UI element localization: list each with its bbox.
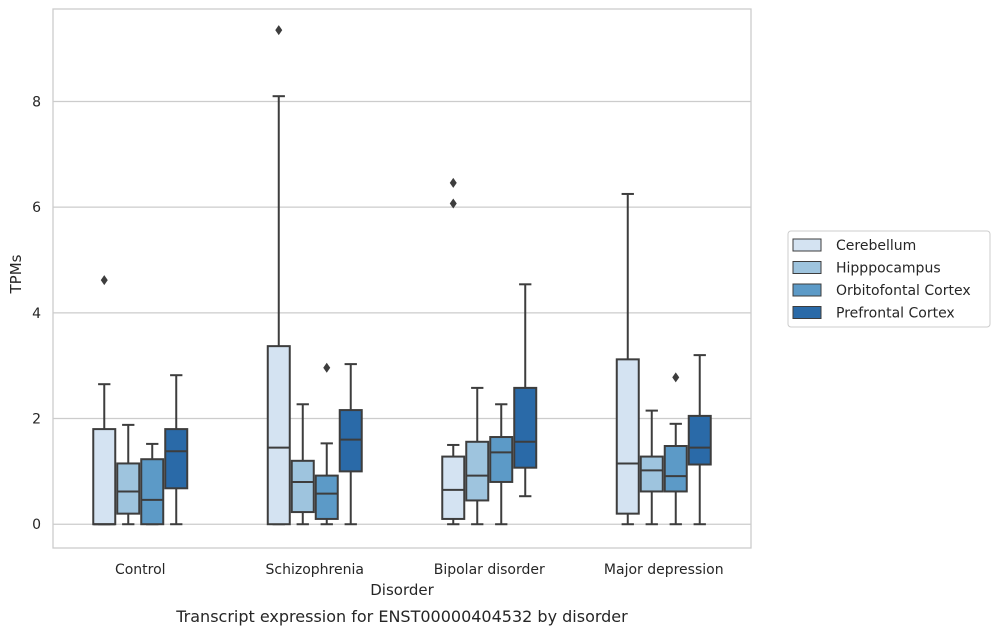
box-prefrontal-cortex <box>513 283 538 498</box>
plot-frame <box>52 8 752 549</box>
outlier-point <box>275 25 283 36</box>
legend-swatch <box>792 261 822 274</box>
x-axis-title: Disorder <box>370 581 434 599</box>
box-iqr <box>441 455 466 520</box>
chart-caption: Transcript expression for ENST0000040453… <box>175 607 628 626</box>
y-tick-label: 8 <box>32 94 41 110</box>
box-orbitofontal-cortex <box>140 442 165 526</box>
legend-swatch <box>792 306 822 319</box>
legend-swatch <box>792 283 822 297</box>
box-iqr <box>92 428 117 526</box>
box-prefrontal-cortex <box>338 363 363 526</box>
outlier-point <box>449 198 457 209</box>
box-iqr <box>465 440 490 502</box>
y-tick-label: 2 <box>32 412 41 428</box>
box-hipppocampus <box>465 386 490 526</box>
outlier-point <box>672 372 680 383</box>
y-axis-ticks: 0 2 4 6 8 <box>32 94 41 533</box>
x-tick-label: Major depression <box>604 562 724 578</box>
box-iqr <box>663 445 688 493</box>
x-tick-label: Control <box>115 562 166 578</box>
box-orbitofontal-cortex <box>489 403 514 526</box>
outlier-point <box>100 275 108 286</box>
box-orbitofontal-cortex <box>314 362 339 526</box>
box-iqr <box>116 462 141 515</box>
legend-swatch <box>792 238 822 252</box>
legend-label: Prefrontal Cortex <box>836 306 955 322</box>
legend-label: Cerebellum <box>836 238 916 254</box>
box-prefrontal-cortex <box>164 374 189 526</box>
box-iqr <box>687 414 712 466</box>
box-iqr <box>140 458 165 526</box>
y-tick-label: 6 <box>32 200 41 216</box>
box-iqr <box>314 474 339 520</box>
box-iqr <box>639 455 664 493</box>
x-tick-label: Schizophrenia <box>266 562 364 578</box>
y-axis-title: TPMs <box>7 254 25 294</box>
box-hipppocampus <box>290 403 315 526</box>
box-iqr <box>266 345 291 526</box>
box-iqr <box>513 386 538 469</box>
box-orbitofontal-cortex <box>663 372 688 526</box>
x-axis-ticks: Control Schizophrenia Bipolar disorder Majo… <box>115 562 724 578</box>
box-iqr <box>338 409 363 473</box>
x-tick-label: Bipolar disorder <box>434 562 545 578</box>
y-tick-label: 0 <box>32 517 41 533</box>
box-iqr <box>164 428 189 490</box>
box-iqr <box>290 459 315 514</box>
box-cerebellum <box>92 275 117 526</box>
box-cerebellum <box>266 25 291 526</box>
box-iqr <box>615 358 640 515</box>
box-hipppocampus <box>116 423 141 526</box>
box-cerebellum <box>441 177 466 526</box>
outlier-point <box>449 177 457 188</box>
box-prefrontal-cortex <box>687 354 712 526</box>
legend-label: Hipppocampus <box>836 261 941 277</box>
outlier-point <box>323 362 331 373</box>
y-tick-label: 4 <box>32 306 41 322</box>
box-hipppocampus <box>639 409 664 526</box>
box-cerebellum <box>615 192 640 526</box>
legend-label: Orbitofontal Cortex <box>836 283 971 299</box>
legend: Cerebellum Hipppocampus Orbitofontal Corte… <box>787 230 991 328</box>
legend-box <box>787 230 991 328</box>
box-plots <box>92 25 712 526</box>
box-iqr <box>489 436 514 483</box>
